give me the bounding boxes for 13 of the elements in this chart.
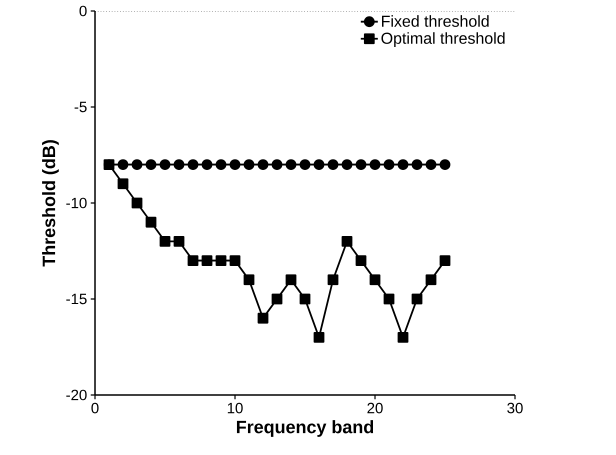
y-tick-label: -5	[74, 102, 87, 112]
y-tick-label: 0	[80, 6, 87, 16]
legend-label: Optimal threshold	[381, 32, 505, 48]
y-axis-title: Threshold (dB)	[42, 140, 59, 267]
x-tick-label: 10	[228, 402, 243, 414]
x-axis-title: Frequency band	[236, 420, 374, 437]
y-tick-label: -10	[66, 198, 87, 208]
x-tick-label: 0	[91, 402, 99, 414]
x-tick-label: 30	[507, 402, 523, 414]
legend-label: Fixed threshold	[382, 15, 489, 27]
y-tick-label: -20	[66, 390, 87, 400]
y-tick-label: -15	[66, 294, 87, 304]
x-tick-label: 20	[367, 402, 383, 414]
